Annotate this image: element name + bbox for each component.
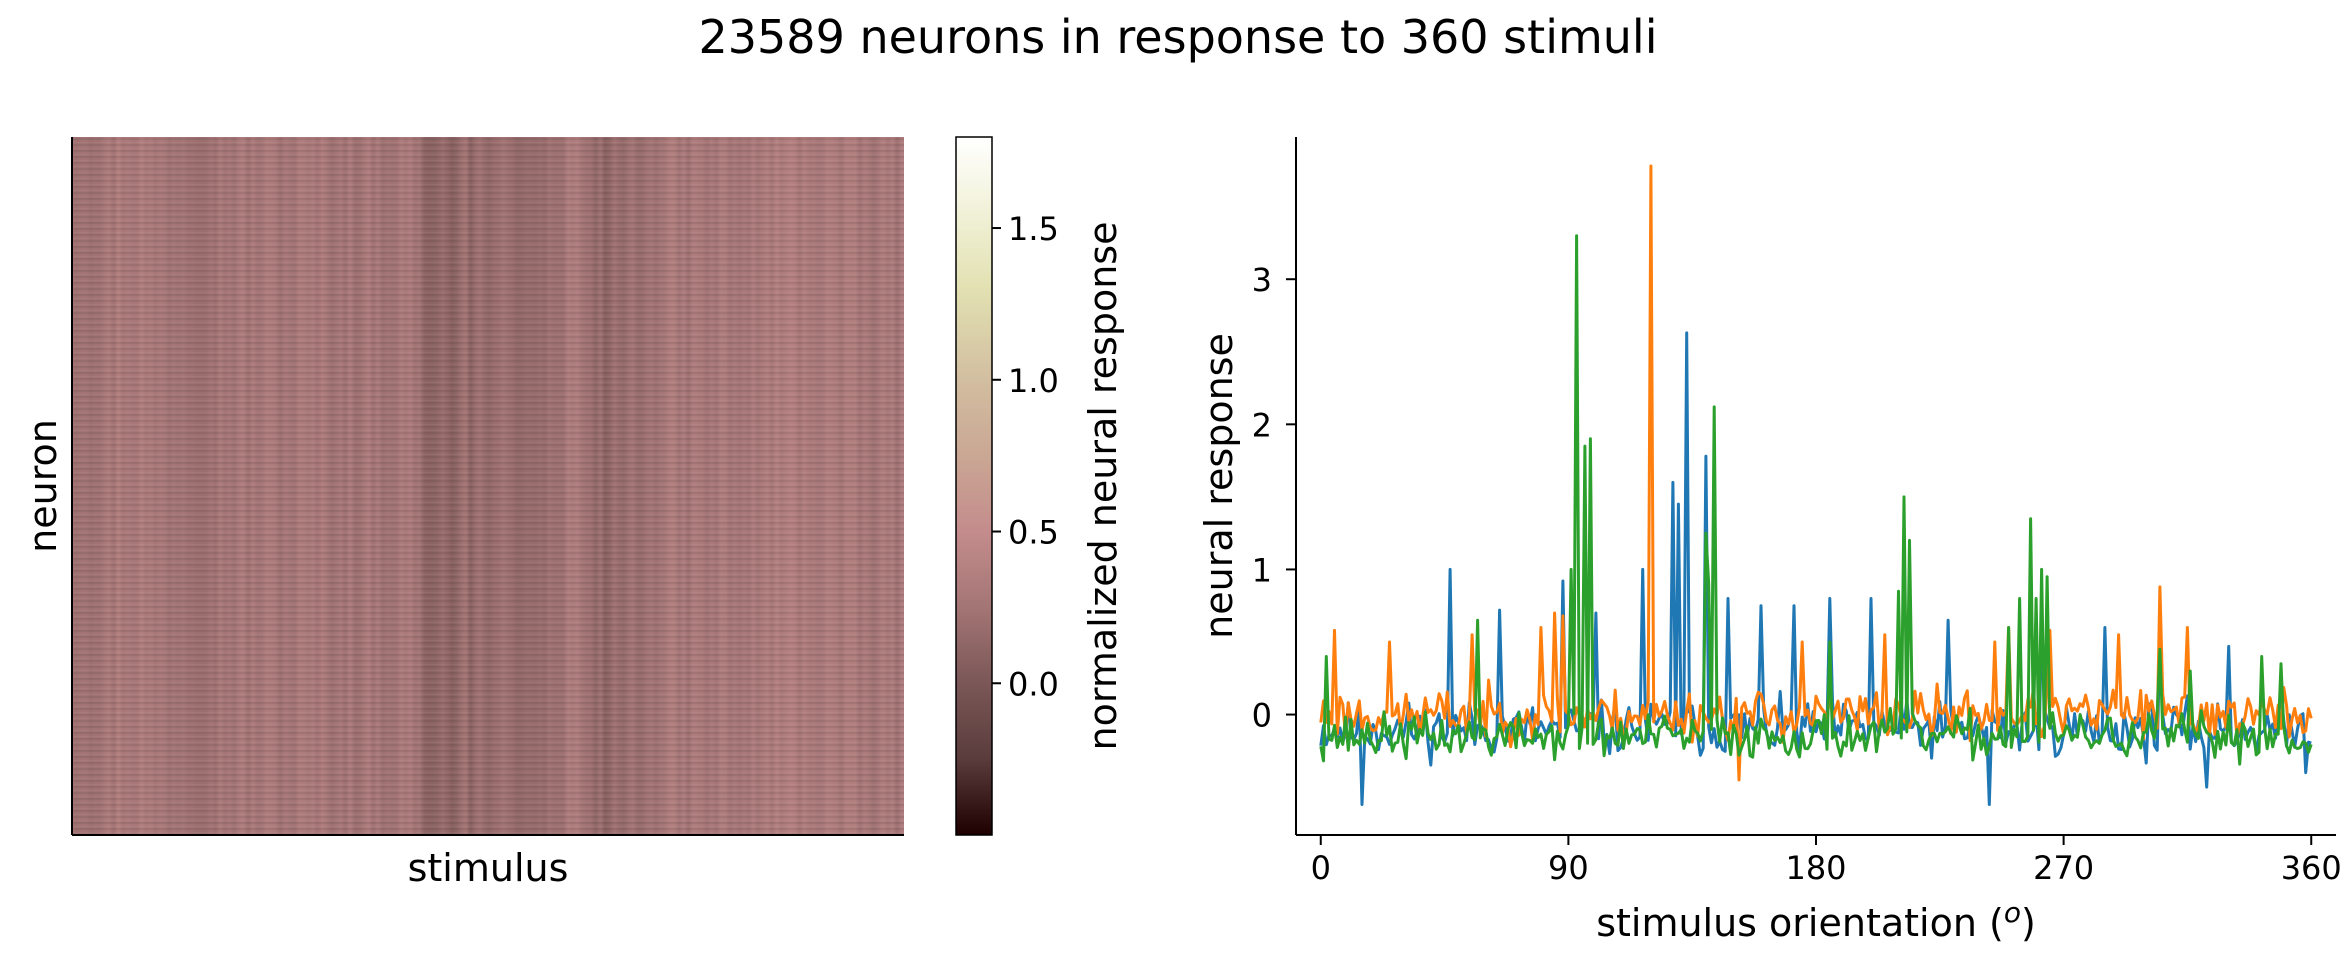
colorbar-tick-label: 1.5 <box>1008 210 1059 248</box>
series-line-3 <box>1319 234 2313 766</box>
heatmap-x-label: stimulus <box>408 846 569 890</box>
colorbar-tick-label: 0.0 <box>1008 665 1059 703</box>
x-tick-label: 360 <box>2281 849 2342 887</box>
colorbar-tick-label: 0.5 <box>1008 514 1059 552</box>
figure-title: 23589 neurons in response to 360 stimuli <box>699 10 1658 64</box>
y-tick-label: 1 <box>1252 551 1272 589</box>
x-tick-label: 0 <box>1311 849 1331 887</box>
colorbar-ticks: 0.0 0.5 1.0 1.5 <box>992 210 1059 703</box>
line-y-label: neural response <box>1197 333 1241 639</box>
line-chart-panel: 0 90 180 270 360 0 1 2 3 stimulus orientation (… <box>1197 137 2342 945</box>
line-x-ticks: 0 90 180 270 360 <box>1311 835 2342 887</box>
heatmap-panel: stimulus neuron <box>21 137 904 890</box>
x-tick-label: 90 <box>1548 849 1589 887</box>
series-line-1 <box>1319 331 2312 806</box>
line-y-ticks: 0 1 2 3 <box>1252 261 1296 735</box>
heatmap-y-label: neuron <box>21 419 65 553</box>
line-series-group <box>1319 164 2313 806</box>
line-x-label: stimulus orientation (o) <box>1596 896 2036 945</box>
line-x-label-degree: o <box>2004 896 2021 929</box>
x-tick-label: 270 <box>2033 849 2094 887</box>
colorbar-gradient <box>955 136 993 836</box>
colorbar: 0.0 0.5 1.0 1.5 normalized neural response <box>955 136 1125 836</box>
colorbar-tick-label: 1.0 <box>1008 362 1059 400</box>
x-tick-label: 180 <box>1785 849 1846 887</box>
y-tick-label: 3 <box>1252 261 1272 299</box>
y-tick-label: 0 <box>1252 697 1272 735</box>
line-x-label-close: ) <box>2021 901 2036 945</box>
y-tick-label: 2 <box>1252 406 1272 444</box>
heatmap-row-texture <box>72 137 904 835</box>
colorbar-label: normalized neural response <box>1081 222 1125 751</box>
line-x-label-text: stimulus orientation ( <box>1596 901 2004 945</box>
